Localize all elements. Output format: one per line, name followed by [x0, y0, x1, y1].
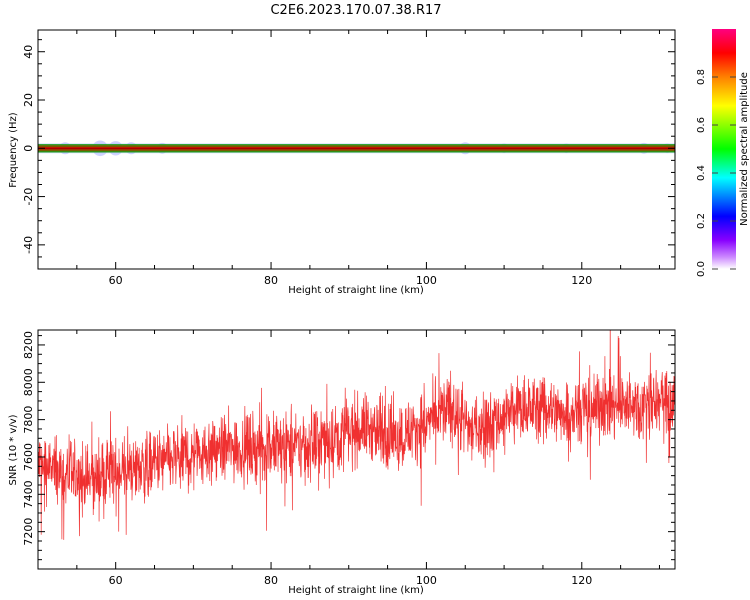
y-tick-label: 7600: [22, 443, 35, 471]
chart-title: C2E6.2023.170.07.38.R17: [270, 3, 441, 18]
y-tick-label: 7400: [22, 480, 35, 508]
colorbar-tick-label: 0.2: [696, 213, 707, 229]
snr-y-axis-label: SNR (10 * v/v): [8, 414, 19, 485]
spectrogram-frame: [37, 29, 676, 270]
spectrogram-y-axis-label: Frequency (Hz): [8, 112, 19, 188]
snr-series-line: [38, 330, 675, 540]
colorbar: 0.0 0.2 0.4 0.6 0.8 Normalized spectral ampl…: [696, 29, 750, 277]
x-tick-label: 80: [264, 574, 278, 587]
colorbar-tick-label: 0.4: [696, 165, 707, 181]
colorbar-tick-label: 0.6: [696, 117, 707, 133]
spectrogram-ticks: 60 80 100 120 -40 -20 0 20 40: [22, 30, 675, 287]
colorbar-tick-label: 0.8: [696, 69, 707, 85]
snr-x-axis-label: Height of straight line (km): [288, 585, 424, 596]
x-tick-label: 120: [571, 574, 592, 587]
y-tick-label: 8000: [22, 368, 35, 396]
y-tick-label: 0: [22, 145, 35, 152]
y-tick-label: 40: [22, 45, 35, 59]
colorbar-ticks: 0.0 0.2 0.4 0.6 0.8: [696, 69, 736, 277]
x-tick-label: 60: [109, 274, 123, 287]
colorbar-tick-label: 0.0: [696, 261, 707, 277]
snr-frame: [37, 329, 676, 570]
y-tick-label: 20: [22, 93, 35, 107]
snr-ticks: 60 80 100 120 7200 7400 7600 7800 8000 8200: [22, 330, 675, 587]
x-tick-label: 100: [416, 574, 437, 587]
y-tick-label: 7800: [22, 406, 35, 434]
colorbar-gradient: [712, 29, 736, 269]
snr-panel: 60 80 100 120 7200 7400 7600 7800 8000 8200 Heigh…: [8, 329, 676, 596]
spectrogram-x-axis-label: Height of straight line (km): [288, 285, 424, 296]
x-tick-label: 120: [571, 274, 592, 287]
colorbar-label: Normalized spectral amplitude: [739, 72, 750, 226]
x-tick-label: 80: [264, 274, 278, 287]
y-tick-label: -20: [22, 188, 35, 206]
y-tick-label: 8200: [22, 331, 35, 359]
spectral-band: [38, 144, 675, 153]
spectrogram-panel: 60 80 100 120 -40 -20 0 20 40 Height of straight…: [8, 29, 676, 296]
y-tick-label: -40: [22, 236, 35, 254]
x-tick-label: 100: [416, 274, 437, 287]
x-tick-label: 60: [109, 574, 123, 587]
y-tick-label: 7200: [22, 518, 35, 546]
